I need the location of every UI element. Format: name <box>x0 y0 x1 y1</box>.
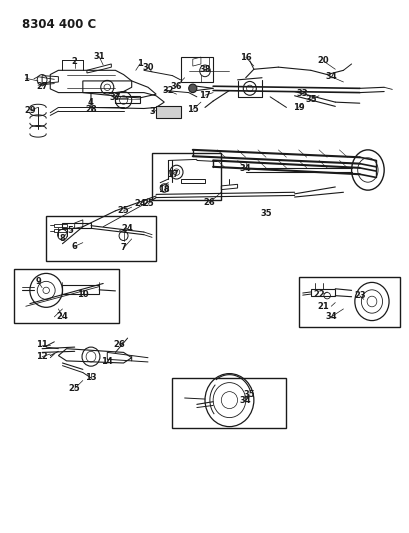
Text: 12: 12 <box>36 352 48 361</box>
Text: 28: 28 <box>85 105 97 114</box>
Text: 20: 20 <box>317 56 328 65</box>
Text: 1: 1 <box>137 60 142 68</box>
Text: 1: 1 <box>23 74 29 83</box>
Text: 34: 34 <box>325 312 336 321</box>
Text: 26: 26 <box>113 340 125 349</box>
Text: 34: 34 <box>239 395 251 405</box>
Text: 8: 8 <box>59 234 65 243</box>
Text: 25: 25 <box>117 206 129 215</box>
Text: 6: 6 <box>72 242 77 251</box>
Text: 18: 18 <box>158 185 170 194</box>
Text: 37: 37 <box>109 93 121 102</box>
Text: 17: 17 <box>166 170 178 179</box>
Text: 7: 7 <box>120 244 126 253</box>
Bar <box>152 152 221 200</box>
Text: 9: 9 <box>35 277 41 286</box>
Bar <box>298 277 400 327</box>
Text: 14: 14 <box>101 358 113 367</box>
Text: 16: 16 <box>239 53 251 62</box>
Text: 21: 21 <box>317 302 328 311</box>
Text: 24: 24 <box>56 312 68 321</box>
Text: 13: 13 <box>85 373 97 382</box>
Text: 34: 34 <box>325 72 336 81</box>
Bar <box>172 378 286 427</box>
Text: 31: 31 <box>93 52 105 61</box>
Text: 8304 400 C: 8304 400 C <box>22 18 96 31</box>
Text: 17: 17 <box>199 91 210 100</box>
Text: 34: 34 <box>239 164 251 173</box>
Bar <box>13 269 119 323</box>
Text: 25: 25 <box>142 199 153 208</box>
Text: 29: 29 <box>24 106 36 115</box>
Text: 19: 19 <box>292 103 304 112</box>
Text: 35: 35 <box>260 209 271 218</box>
Bar <box>156 107 180 118</box>
Bar <box>115 96 139 103</box>
Text: 25: 25 <box>69 384 80 393</box>
Text: 5: 5 <box>67 227 73 236</box>
Text: 26: 26 <box>203 198 214 207</box>
Text: 35: 35 <box>304 95 316 104</box>
Text: 38: 38 <box>199 64 210 74</box>
Bar <box>180 56 213 82</box>
Text: 35: 35 <box>243 390 255 399</box>
Text: 30: 30 <box>142 63 153 71</box>
Text: 2: 2 <box>72 58 77 66</box>
Text: 15: 15 <box>187 105 198 114</box>
Text: 24: 24 <box>134 199 145 208</box>
Text: 36: 36 <box>170 82 182 91</box>
Text: 23: 23 <box>353 291 365 300</box>
Text: 4: 4 <box>88 98 94 107</box>
Text: 22: 22 <box>312 289 324 298</box>
Text: 32: 32 <box>162 86 174 95</box>
Text: 3: 3 <box>149 107 155 116</box>
Text: 11: 11 <box>36 341 48 350</box>
Text: 27: 27 <box>36 82 48 91</box>
Text: 24: 24 <box>121 224 133 233</box>
Ellipse shape <box>188 84 196 93</box>
Bar <box>46 216 156 261</box>
Text: 10: 10 <box>77 289 88 298</box>
Text: 33: 33 <box>296 89 308 98</box>
